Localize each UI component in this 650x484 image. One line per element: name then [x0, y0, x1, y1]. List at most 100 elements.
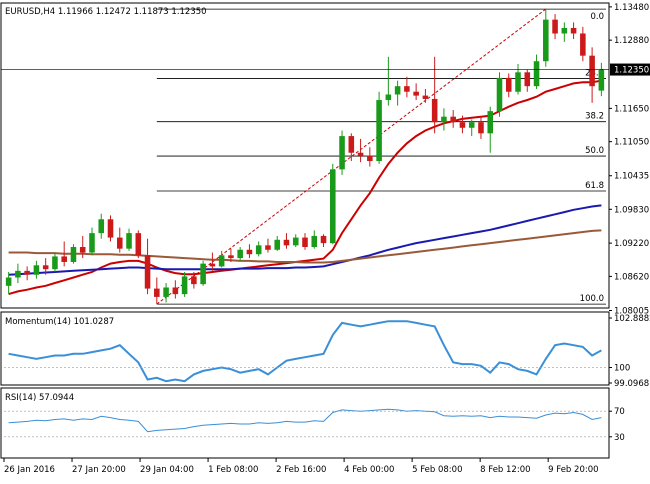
- time-tick-label: 1 Feb 08:00: [208, 465, 258, 475]
- candle-body: [116, 237, 123, 249]
- bearish-candle: [422, 88, 429, 103]
- time-tick-label: 8 Feb 12:00: [480, 465, 530, 475]
- candle-body: [70, 247, 77, 262]
- candle-body: [552, 19, 558, 34]
- bearish-candle: [552, 14, 558, 40]
- bullish-candle: [89, 227, 95, 256]
- candle-body: [163, 287, 169, 297]
- rsi-panel: 70 30 RSI(14) 57.0944: [0, 387, 625, 459]
- candle-body: [422, 95, 429, 99]
- candle-body: [543, 19, 549, 62]
- momentum-panel: 102.8882 100 99.0968 Momentum(14) 101.0287: [0, 311, 650, 389]
- time-tick-label: 29 Jan 04:00: [140, 465, 194, 475]
- bullish-candle: [543, 8, 549, 67]
- rsi-tick-label: 70: [614, 407, 625, 417]
- bullish-candle: [163, 283, 169, 303]
- bullish-candle: [52, 252, 58, 272]
- candle-body: [265, 245, 271, 250]
- bullish-candle: [70, 244, 77, 264]
- bullish-candle: [394, 80, 401, 106]
- bearish-candle: [413, 83, 419, 101]
- bearish-candle: [283, 233, 290, 249]
- bearish-candle: [570, 22, 577, 40]
- candle-body: [98, 219, 105, 234]
- bullish-candle: [533, 54, 540, 89]
- candle-body: [487, 111, 494, 134]
- candle-body: [246, 249, 253, 255]
- bearish-candle: [320, 234, 327, 247]
- bearish-candle: [302, 233, 308, 250]
- candle-body: [580, 33, 586, 56]
- candle-body: [459, 122, 466, 128]
- bearish-candle: [61, 241, 67, 267]
- candle-body: [209, 263, 216, 267]
- candle-body: [339, 136, 345, 170]
- time-tick-label: 5 Feb 08:00: [412, 465, 462, 475]
- bullish-candle: [561, 22, 568, 42]
- bullish-candle: [200, 260, 206, 286]
- candle-body: [533, 61, 540, 87]
- candle-body: [450, 116, 456, 123]
- bearish-candle: [589, 47, 595, 103]
- candle-body: [274, 239, 280, 250]
- bullish-candle: [330, 163, 336, 245]
- bullish-candle: [487, 106, 494, 153]
- candle-body: [292, 237, 299, 246]
- bullish-candle: [292, 234, 299, 247]
- time-tick-label: 27 Jan 20:00: [72, 465, 126, 475]
- moving-average-line: [8, 79, 602, 296]
- bullish-candle: [274, 235, 280, 251]
- candle-body: [5, 277, 12, 286]
- fib-level-label: 38.2: [585, 112, 604, 122]
- bearish-candle: [154, 277, 160, 305]
- candle-body: [598, 69, 605, 91]
- candle-body: [181, 276, 188, 295]
- candle-body: [385, 94, 392, 101]
- candle-body: [589, 55, 595, 87]
- chart-title: EURUSD,H4 1.11966 1.12472 1.11873 1.1235…: [5, 7, 207, 17]
- bearish-candle: [144, 238, 151, 295]
- candle-body: [218, 255, 225, 267]
- time-tick-label: 26 Jan 2016: [4, 465, 55, 475]
- bearish-candle: [348, 133, 355, 162]
- candle-body: [61, 256, 67, 262]
- moving-average-line: [8, 204, 602, 276]
- candle-body: [42, 265, 49, 270]
- fib-level-label: 0.0: [590, 12, 604, 22]
- candle-body: [330, 169, 336, 244]
- bearish-candle: [580, 26, 586, 62]
- candle-body: [376, 100, 382, 162]
- bullish-candle: [98, 213, 105, 239]
- time-tick-label: 4 Feb 00:00: [344, 465, 394, 475]
- bullish-candle: [339, 130, 345, 175]
- time-tick-label: 9 Feb 20:00: [548, 465, 598, 475]
- price-tick-label: 1.10435: [614, 172, 649, 182]
- bullish-candle: [598, 62, 605, 97]
- bullish-candle: [237, 247, 243, 261]
- price-tick-label: 1.11050: [614, 138, 649, 148]
- time-axis: 26 Jan 2016 27 Jan 20:00 29 Jan 04:00 1 Feb…: [3, 458, 599, 475]
- price-tick-label: 1.09220: [614, 239, 649, 249]
- bearish-candle: [450, 110, 456, 128]
- bullish-candle: [468, 119, 475, 137]
- candle-body: [441, 116, 447, 123]
- momentum-panel-frame: [0, 311, 610, 386]
- bearish-candle: [209, 252, 216, 271]
- candle-body: [394, 86, 401, 95]
- candle-body: [357, 152, 364, 156]
- candle-body: [144, 255, 151, 289]
- price-panel-frame: [0, 2, 610, 309]
- bullish-candle: [376, 91, 382, 164]
- candle-body: [237, 249, 243, 259]
- bearish-candle: [107, 215, 114, 242]
- momentum-series-line: [8, 320, 602, 383]
- bearish-candle: [135, 230, 142, 259]
- candle-body: [570, 27, 577, 34]
- candle-body: [24, 270, 30, 275]
- bullish-candle: [181, 271, 188, 297]
- rsi-line: [8, 408, 602, 433]
- bearish-candle: [265, 238, 271, 253]
